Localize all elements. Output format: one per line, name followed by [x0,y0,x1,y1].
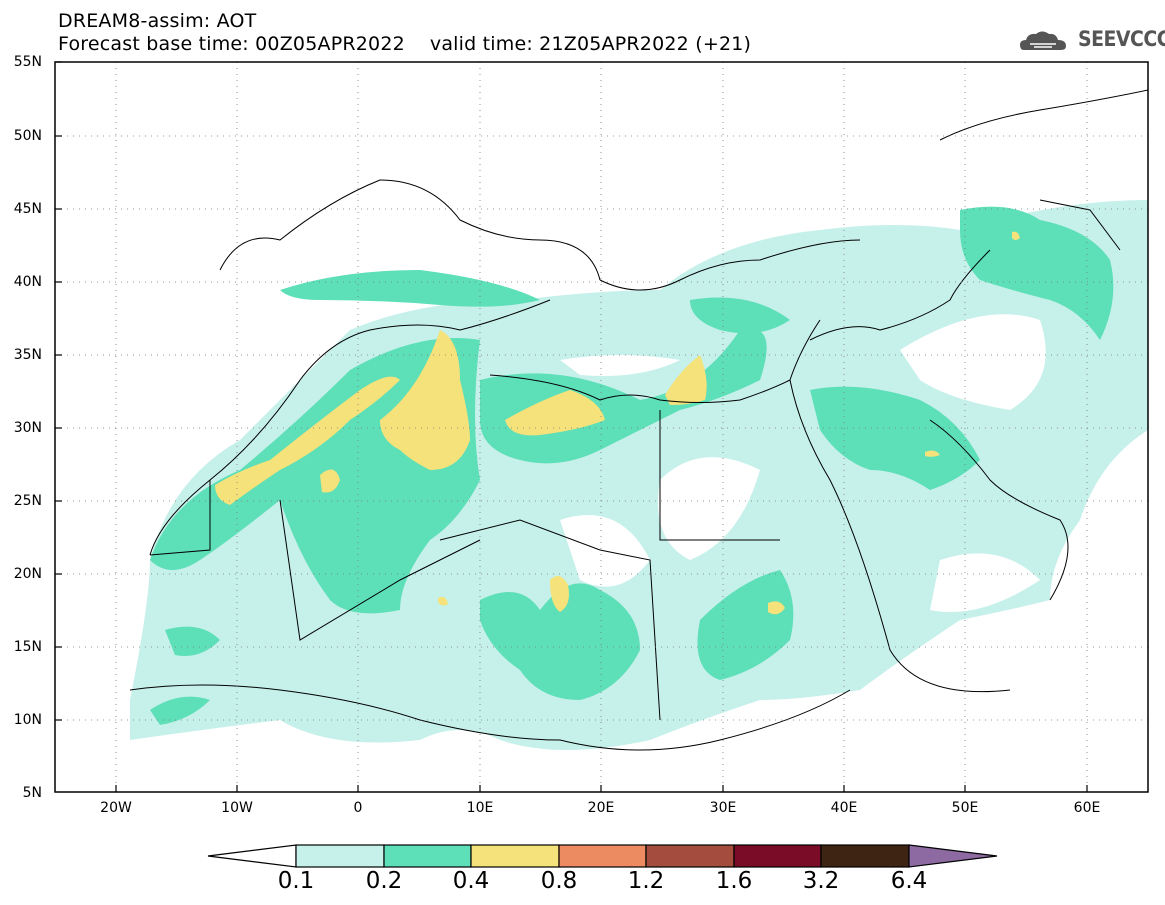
logo-text: SEEVCCC [1078,27,1165,51]
coastlines [129,89,1148,751]
colorbar-swatch [295,844,385,868]
lat-tick-label: 45N [13,201,42,217]
colorbar-label: 1.2 [627,868,665,894]
cloud-logo-icon [1020,31,1066,50]
lat-tick-label: 50N [13,128,42,144]
title-line-1: DREAM8-assim: AOT [58,10,257,32]
colorbar-swatch [820,844,910,868]
lon-tick-label: 20W [100,800,132,816]
lat-tick-label: 25N [13,493,42,509]
lat-tick-label: 20N [13,566,42,582]
title-line-2: Forecast base time: 00Z05APR2022 valid t… [58,33,752,55]
grid [55,62,1148,792]
lat-tick-label: 5N [22,785,42,801]
lat-tick-label: 55N [13,54,42,70]
lon-tick-label: 10W [221,800,253,816]
colorbar-swatch [645,844,735,868]
colorbar-high-arrow [908,844,998,868]
lon-tick-label: 30E [709,800,737,816]
colorbar-label: 3.2 [802,868,840,894]
lon-tick-label: 50E [951,800,979,816]
lat-tick-label: 40N [13,274,42,290]
lon-tick-label: 20E [587,800,615,816]
colorbar-swatch [470,844,560,868]
colorbar-label: 0.4 [452,868,490,894]
colorbar-swatch [733,844,822,868]
lat-tick-label: 10N [13,712,42,728]
colorbar-label: 0.8 [540,868,578,894]
lon-tick-label: 10E [466,800,494,816]
dust-level-1 [130,200,1148,750]
dust-level-3 [215,231,1020,615]
colorbar-label: 6.4 [890,868,928,894]
colorbar-label: 0.1 [277,868,315,894]
lon-tick-label: 40E [830,800,858,816]
colorbar-low-arrow [207,844,297,868]
colorbar-swatch [383,844,472,868]
lon-tick-label: 60E [1073,800,1101,816]
lat-tick-label: 35N [13,347,42,363]
colorbar-swatch [558,844,647,868]
colorbar-label: 1.6 [715,868,753,894]
lon-tick-label: 0 [353,800,363,816]
lat-tick-label: 30N [13,420,42,436]
lat-tick-label: 15N [13,639,42,655]
colorbar-label: 0.2 [365,868,403,894]
